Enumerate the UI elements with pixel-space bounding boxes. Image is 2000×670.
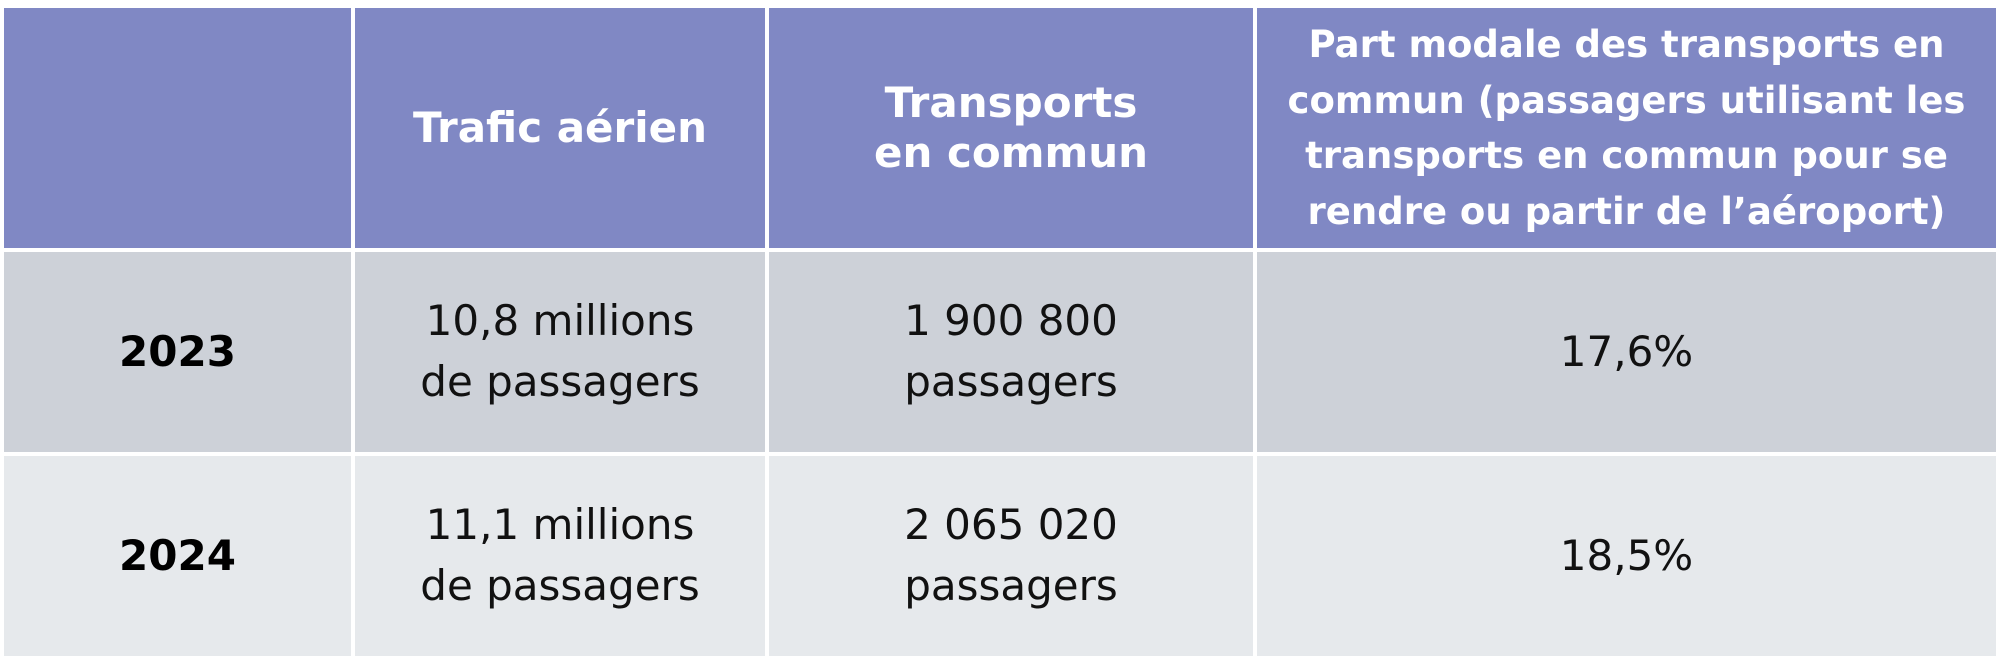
- header-cell: Part modale des transports en commun (pa…: [1253, 4, 2000, 252]
- header-cell: [0, 4, 355, 252]
- table-row: 2023 10,8 millions de passagers 1 900 80…: [0, 248, 2000, 456]
- header-text: Transports en commun: [873, 77, 1149, 177]
- table-row: 2024 11,1 millions de passagers 2 065 02…: [0, 452, 2000, 660]
- cell: 18,5%: [1253, 452, 2000, 660]
- cell-text: 1 900 800 passagers: [904, 296, 1118, 406]
- header-row: Trafic aérien Transports en commun Part …: [0, 4, 2000, 252]
- header-cell: Transports en commun: [765, 4, 1257, 252]
- cell: 17,6%: [1253, 248, 2000, 456]
- cell: 2 065 020 passagers: [765, 452, 1257, 660]
- cell-text: 11,1 millions de passagers: [420, 500, 700, 610]
- data-table: Trafic aérien Transports en commun Part …: [0, 4, 2000, 660]
- header-text: Trafic aérien: [412, 102, 708, 152]
- table-body: 2023 10,8 millions de passagers 1 900 80…: [0, 248, 2000, 660]
- year-cell: 2023: [0, 248, 355, 456]
- cell: 1 900 800 passagers: [765, 248, 1257, 456]
- cell-text: 2 065 020 passagers: [904, 500, 1118, 610]
- header-cell: Trafic aérien: [351, 4, 769, 252]
- header-text: Part modale des transports en commun (pa…: [1287, 23, 1966, 233]
- year-cell: 2024: [0, 452, 355, 660]
- cell-text: 10,8 millions de passagers: [420, 296, 700, 406]
- cell: 10,8 millions de passagers: [351, 248, 769, 456]
- cell: 11,1 millions de passagers: [351, 452, 769, 660]
- table-header: Trafic aérien Transports en commun Part …: [0, 4, 2000, 252]
